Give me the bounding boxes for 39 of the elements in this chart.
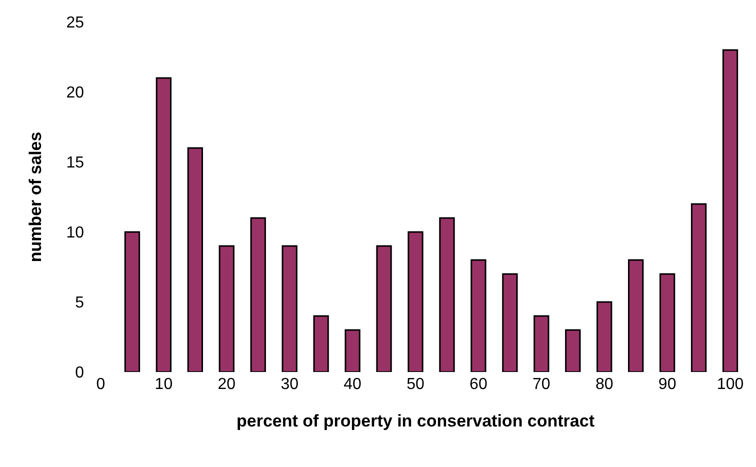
y-tick-label: 5: [75, 294, 84, 312]
x-tick-label: 80: [595, 376, 614, 393]
bar: [690, 203, 707, 372]
bar: [502, 273, 518, 372]
bar: [218, 245, 234, 372]
bar: [596, 301, 612, 372]
bar: [722, 49, 738, 372]
x-tick-label: 30: [280, 376, 299, 393]
bar: [156, 77, 172, 372]
y-tick-label: 0: [75, 364, 84, 382]
x-tick-label: 10: [154, 376, 173, 393]
x-tick-label: 100: [716, 376, 744, 393]
y-tick-label: 25: [66, 14, 84, 32]
x-tick-label: 90: [658, 376, 676, 393]
x-tick-label: 50: [406, 376, 424, 393]
y-tick-label: 10: [66, 224, 84, 242]
bar: [250, 217, 266, 372]
bar: [282, 245, 298, 372]
bar: [565, 329, 581, 372]
x-tick-label: 60: [470, 376, 488, 393]
bar: [187, 147, 203, 372]
y-tick-label: 15: [66, 154, 84, 172]
x-tick-label: 70: [532, 376, 550, 393]
bar: [344, 329, 360, 372]
bar: [439, 217, 455, 372]
bar: [408, 231, 424, 372]
x-axis-title: percent of property in conservation contract: [236, 411, 595, 430]
bar: [628, 259, 644, 372]
bar: [313, 315, 329, 372]
bar: [659, 273, 676, 372]
x-tick-label: 40: [344, 376, 362, 393]
bar: [534, 315, 550, 372]
y-axis-title: number of sales: [26, 132, 45, 262]
y-tick-label: 20: [66, 84, 84, 102]
bar: [376, 245, 392, 372]
x-tick-label: 20: [218, 376, 236, 393]
x-tick-label: 0: [96, 376, 106, 393]
bar: [470, 259, 486, 372]
bar: [124, 231, 140, 372]
